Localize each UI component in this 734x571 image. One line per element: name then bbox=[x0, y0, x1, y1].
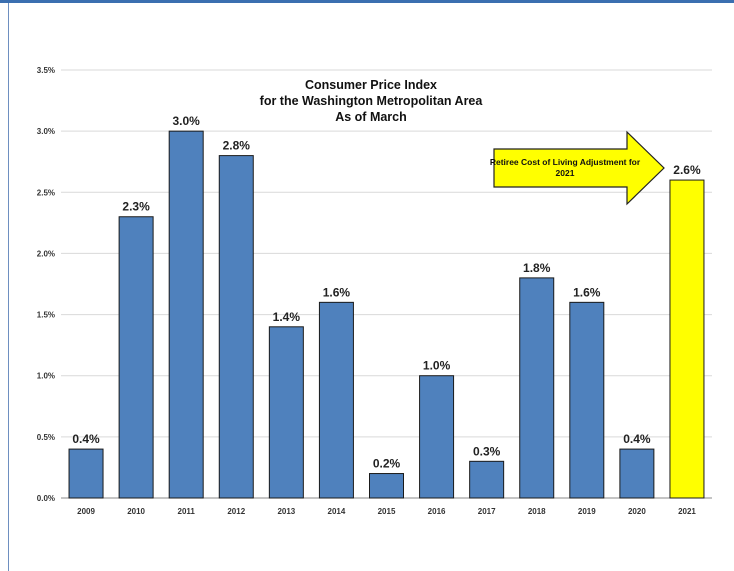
bar-2013 bbox=[268, 326, 304, 499]
y-tick-label: 2.5% bbox=[37, 188, 55, 197]
value-label: 2.3% bbox=[122, 200, 150, 214]
x-tick-label: 2020 bbox=[628, 507, 646, 516]
x-tick-label: 2016 bbox=[428, 507, 446, 516]
bar-2009 bbox=[68, 448, 104, 499]
value-label: 1.8% bbox=[523, 261, 551, 275]
value-label: 2.8% bbox=[223, 139, 251, 153]
x-tick-label: 2018 bbox=[528, 507, 546, 516]
bars bbox=[68, 130, 705, 499]
y-tick-label: 2.0% bbox=[37, 249, 55, 258]
frame-border-left bbox=[8, 3, 9, 571]
value-label: 0.3% bbox=[473, 444, 501, 458]
value-label: 1.4% bbox=[273, 310, 301, 324]
gridlines bbox=[61, 69, 712, 499]
bar-2017 bbox=[469, 460, 505, 499]
title-line: Consumer Price Index bbox=[305, 78, 437, 92]
x-tick-label: 2012 bbox=[227, 507, 245, 516]
bar-2019 bbox=[569, 301, 605, 499]
bar-2011 bbox=[168, 130, 204, 499]
y-tick-label: 1.0% bbox=[37, 372, 55, 381]
bar-2012 bbox=[218, 155, 254, 499]
value-label: 2.6% bbox=[673, 163, 701, 177]
x-tick-label: 2021 bbox=[678, 507, 696, 516]
value-labels: 0.4% 2.3% 3.0% 2.8% 1.4% 1.6% 0.2% 1.0% 0.3% 1.8%… bbox=[72, 114, 701, 470]
value-label: 0.4% bbox=[623, 432, 651, 446]
y-tick-label: 0.0% bbox=[37, 494, 55, 503]
x-tick-label: 2013 bbox=[277, 507, 295, 516]
annotation-text: Retiree Cost of Living Adjustment for bbox=[490, 157, 641, 167]
x-tick-label: 2017 bbox=[478, 507, 496, 516]
x-tick-label: 2011 bbox=[178, 507, 196, 516]
value-label: 1.0% bbox=[423, 359, 451, 373]
value-label: 0.2% bbox=[373, 457, 401, 471]
value-label: 0.4% bbox=[72, 432, 100, 446]
value-label: 1.6% bbox=[323, 285, 351, 299]
title-line: for the Washington Metropolitan Area bbox=[260, 94, 484, 108]
x-tick-label: 2014 bbox=[328, 507, 346, 516]
frame-border-top bbox=[0, 0, 734, 3]
annotation-text: 2021 bbox=[556, 168, 575, 178]
annotation-arrow-shape bbox=[493, 130, 665, 206]
title-line: As of March bbox=[335, 110, 407, 124]
x-axis-ticks: 2009 2010 2011 2012 2013 2014 2015 2016 2017 2018… bbox=[77, 507, 696, 516]
y-axis-ticks: 0.0% 0.5% 1.0% 1.5% 2.0% 2.5% 3.0% 3.5% bbox=[37, 66, 55, 503]
bar-2021 bbox=[669, 179, 705, 499]
value-label: 1.6% bbox=[573, 285, 601, 299]
bar-2010 bbox=[118, 216, 154, 499]
y-tick-label: 3.0% bbox=[37, 127, 55, 136]
bar-2018 bbox=[519, 277, 555, 499]
y-tick-label: 0.5% bbox=[37, 433, 55, 442]
x-tick-label: 2015 bbox=[378, 507, 396, 516]
x-tick-label: 2019 bbox=[578, 507, 596, 516]
x-tick-label: 2009 bbox=[77, 507, 95, 516]
y-tick-label: 1.5% bbox=[37, 311, 55, 320]
bar-2016 bbox=[419, 375, 455, 499]
value-label: 3.0% bbox=[173, 114, 201, 128]
bar-2015 bbox=[369, 473, 404, 499]
bar-2020 bbox=[619, 448, 655, 499]
chart-title: Consumer Price Index for the Washington M… bbox=[260, 78, 484, 124]
y-tick-label: 3.5% bbox=[37, 66, 55, 75]
x-tick-label: 2010 bbox=[127, 507, 145, 516]
bar-2014 bbox=[318, 301, 354, 499]
cola-annotation-arrow: Retiree Cost of Living Adjustment for202… bbox=[490, 130, 665, 206]
